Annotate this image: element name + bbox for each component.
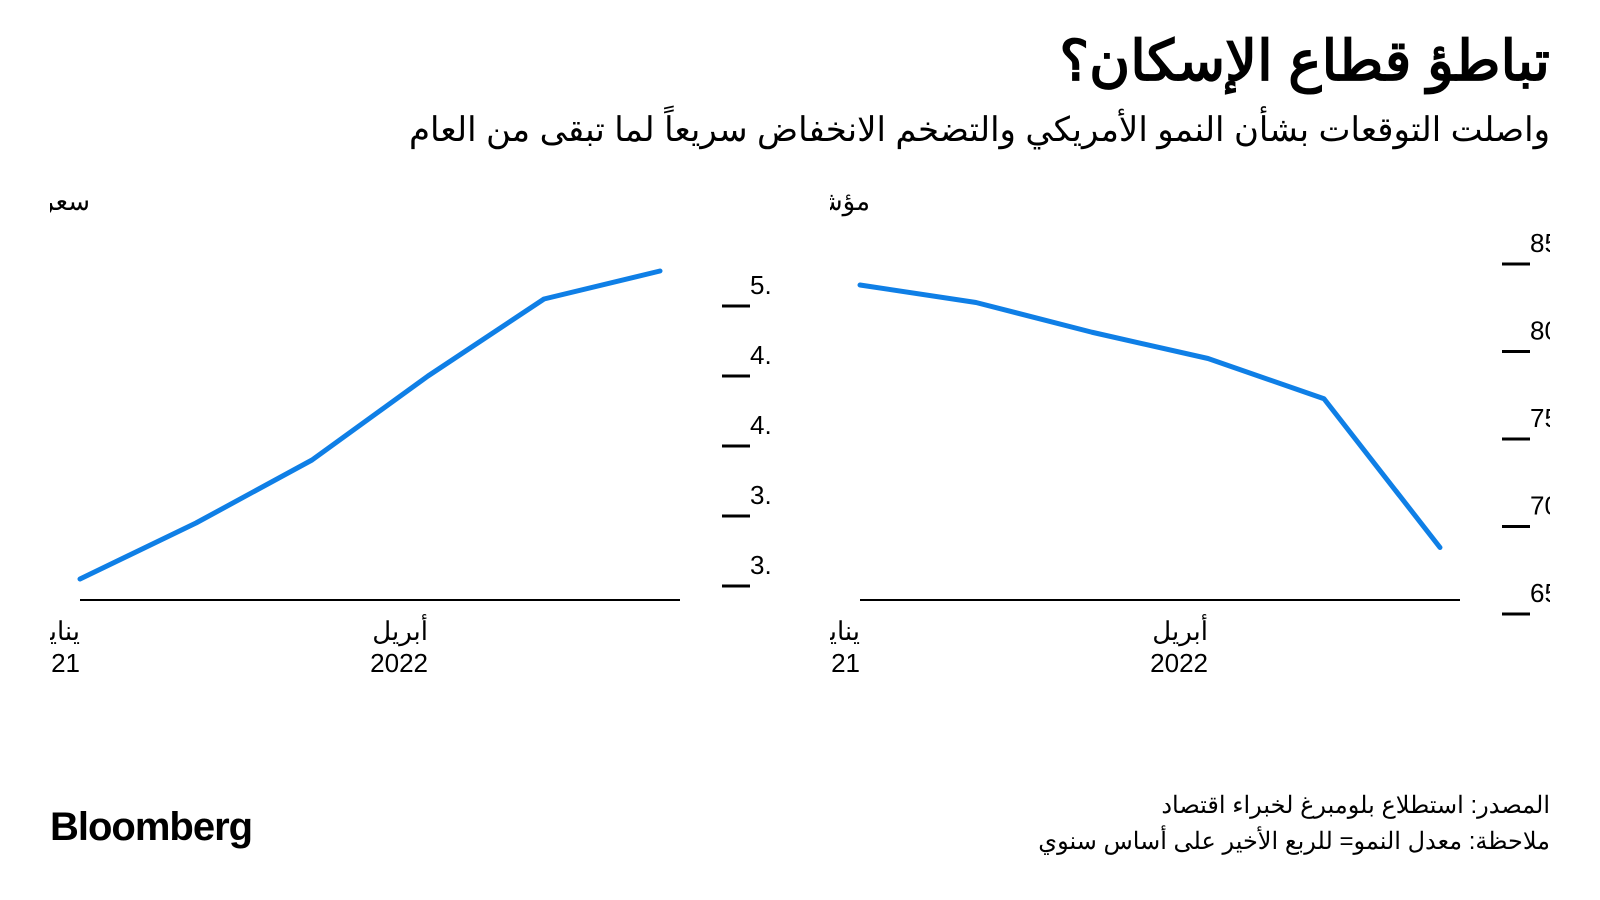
footer-note: ملاحظة: معدل النمو= للربع الأخير على أسا… (1038, 824, 1550, 860)
x-tick-label: يناير (50, 616, 80, 647)
footer-source: المصدر: استطلاع بلومبرغ لخبراء اقتصاد (1038, 788, 1550, 824)
chart-subtitle: واصلت التوقعات بشأن النمو الأمريكي والتض… (409, 110, 1550, 150)
x-tick-label: 2022 (1150, 648, 1208, 678)
y-tick-label: 4.5 (750, 340, 770, 370)
x-tick-label: 2021 (830, 648, 860, 678)
x-tick-label: يناير (830, 616, 860, 647)
chart-builder-confidence: 65 70 75 80 85 يناير2021 أبريل2022 مؤشر ثقة بُن… (830, 180, 1550, 700)
chart-footer: المصدر: استطلاع بلومبرغ لخبراء اقتصاد مل… (1038, 788, 1550, 860)
chart-mortgage-rate: 3.0 3.5 4.0 4.5 5.0 يناير2021 أبريل2022 سعر فائ… (50, 180, 770, 700)
y-tick-label: 4.0 (750, 410, 770, 440)
bloomberg-logo: Bloomberg (50, 805, 252, 850)
x-tick-label: أبريل (372, 613, 428, 647)
panel-title: مؤشر ثقة بُناة المنازل (830, 186, 870, 217)
x-tick-label: 2022 (370, 648, 428, 678)
x-tick-label: 2021 (50, 648, 80, 678)
x-tick-label: أبريل (1152, 613, 1208, 647)
data-line (860, 285, 1440, 548)
chart-main-title: تباطؤ قطاع الإسكان؟ (1059, 28, 1550, 94)
y-tick-label: 65 (1530, 578, 1550, 608)
y-tick-label: 75 (1530, 403, 1550, 433)
y-tick-label: 5.0 (750, 270, 770, 300)
data-line (80, 271, 660, 579)
y-tick-label: 70 (1530, 491, 1550, 521)
y-tick-label: 3.5 (750, 480, 770, 510)
y-tick-label: 3.0 (750, 550, 770, 580)
y-tick-label: 80 (1530, 316, 1550, 346)
panel-title: سعر فائدة الرهن العقاري لأجل 30 عام (50, 184, 90, 217)
y-tick-label: 85 (1530, 228, 1550, 258)
